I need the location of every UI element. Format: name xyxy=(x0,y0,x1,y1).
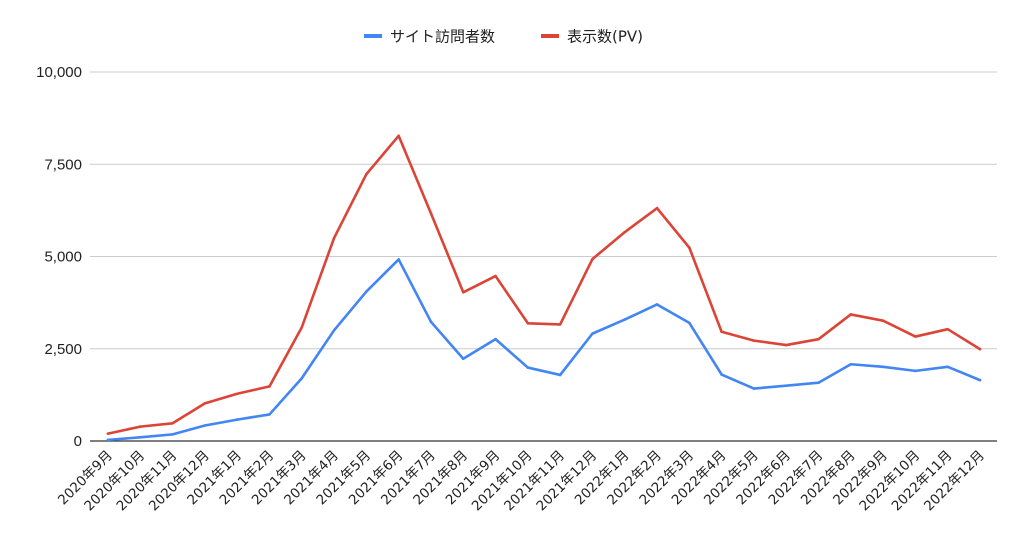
data-point-visitors xyxy=(558,373,562,377)
y-tick-label: 2,500 xyxy=(44,341,82,358)
data-point-pageviews xyxy=(268,385,271,388)
x-axis: 2020年9月2020年10月2020年11月2020年12月2021年1月20… xyxy=(55,448,988,515)
y-axis: 0 2,500 5,000 7,500 10,000 xyxy=(36,64,82,450)
data-point-pageviews xyxy=(881,319,885,323)
data-point-visitors xyxy=(978,378,982,382)
data-point-visitors xyxy=(752,387,756,390)
data-point-pageviews xyxy=(171,421,174,425)
y-tick-label: 0 xyxy=(74,433,82,450)
data-point-visitors xyxy=(268,413,271,416)
data-point-visitors xyxy=(138,436,142,439)
data-point-visitors xyxy=(106,438,110,442)
data-point-pageviews xyxy=(946,327,950,331)
data-point-visitors xyxy=(461,357,465,361)
data-point-visitors xyxy=(914,369,917,373)
data-point-pageviews xyxy=(978,347,982,351)
series-line-pageviews xyxy=(106,134,982,435)
data-point-visitors xyxy=(591,332,594,335)
data-point-pageviews xyxy=(784,343,788,347)
data-point-visitors xyxy=(171,433,174,436)
data-point-visitors xyxy=(300,376,304,380)
data-point-pageviews xyxy=(397,134,400,138)
y-tick-label: 5,000 xyxy=(44,249,82,266)
data-point-visitors xyxy=(784,384,788,387)
y-tick-label: 7,500 xyxy=(44,156,82,173)
data-point-visitors xyxy=(688,321,691,325)
data-point-visitors xyxy=(526,366,530,369)
data-point-pageviews xyxy=(461,290,465,294)
data-point-pageviews xyxy=(752,339,756,342)
data-point-visitors xyxy=(235,418,239,421)
data-point-pageviews xyxy=(494,274,497,278)
data-point-visitors xyxy=(946,365,950,369)
data-point-visitors xyxy=(429,320,433,324)
data-point-pageviews xyxy=(203,402,207,405)
data-point-pageviews xyxy=(623,230,627,234)
data-point-pageviews xyxy=(914,335,917,338)
data-point-visitors xyxy=(494,337,497,341)
data-point-pageviews xyxy=(849,313,853,316)
data-point-pageviews xyxy=(365,172,368,176)
data-point-visitors xyxy=(720,373,723,376)
series-line-visitors xyxy=(106,258,982,442)
data-point-visitors xyxy=(397,258,400,261)
data-point-pageviews xyxy=(235,392,239,396)
data-point-visitors xyxy=(365,290,368,293)
data-point-pageviews xyxy=(688,246,691,249)
legend-label-visitors: サイト訪問者数 xyxy=(390,28,495,46)
series-lines xyxy=(106,134,982,442)
data-point-pageviews xyxy=(817,337,820,341)
data-point-pageviews xyxy=(332,236,336,240)
data-point-pageviews xyxy=(720,330,723,334)
data-point-pageviews xyxy=(591,257,594,261)
data-point-visitors xyxy=(849,362,853,366)
legend-label-pageviews: 表示数(PV) xyxy=(567,28,643,46)
data-point-visitors xyxy=(817,381,820,384)
data-point-visitors xyxy=(623,318,627,321)
data-point-visitors xyxy=(655,303,659,306)
data-point-visitors xyxy=(332,329,336,332)
y-tick-label: 10,000 xyxy=(36,64,82,81)
data-point-pageviews xyxy=(429,212,433,215)
data-point-pageviews xyxy=(106,432,110,435)
data-point-pageviews xyxy=(300,326,304,329)
data-point-pageviews xyxy=(526,321,530,325)
data-point-visitors xyxy=(203,424,207,427)
data-point-pageviews xyxy=(655,206,659,210)
data-point-pageviews xyxy=(138,425,142,428)
data-point-pageviews xyxy=(558,323,562,326)
legend: サイト訪問者数 表示数(PV) xyxy=(364,28,643,46)
data-point-visitors xyxy=(881,365,885,369)
gridlines xyxy=(90,71,997,442)
